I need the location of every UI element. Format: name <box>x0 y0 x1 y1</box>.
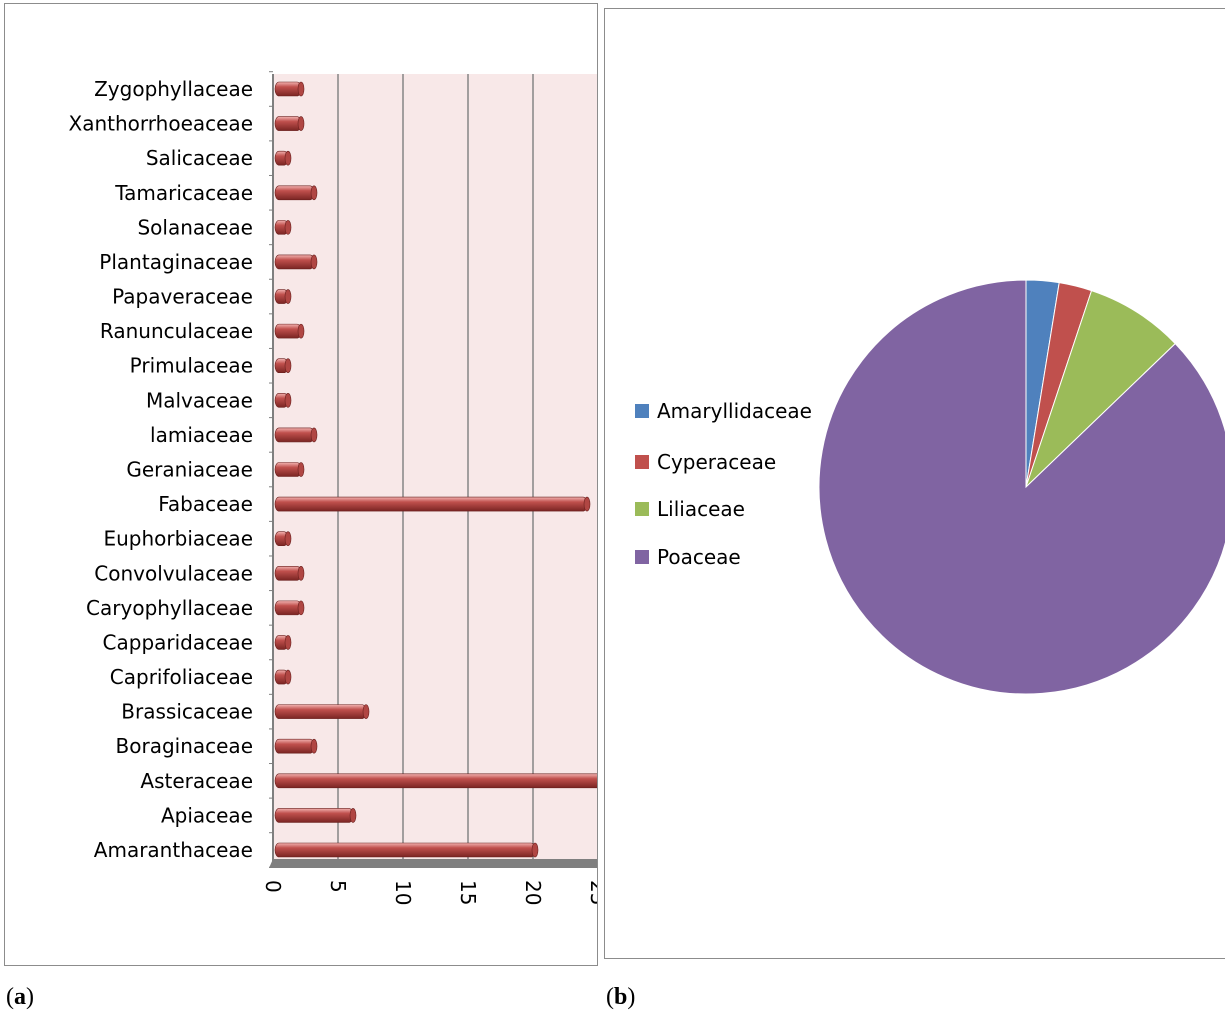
plot-area <box>273 74 597 859</box>
legend-label: Cyperaceae <box>657 450 777 474</box>
bar <box>274 600 302 616</box>
panel-b-caption: (b) <box>606 984 636 1010</box>
category-label: Salicaceae <box>146 146 253 170</box>
legend-swatch <box>635 404 649 418</box>
bar-cap <box>297 462 305 477</box>
bar-chart: Amaranthaceae Apiaceae Asteraceae Boraginac… <box>69 71 598 905</box>
bar-cap <box>531 842 539 858</box>
category-label: Caryophyllaceae <box>86 596 253 620</box>
bar <box>274 496 588 512</box>
bar <box>274 738 315 754</box>
category-label: Amaranthaceae <box>94 838 253 862</box>
bar-cap <box>349 808 357 823</box>
category-label: Euphorbiaceae <box>103 527 253 551</box>
x-tick-label: 20 <box>521 880 545 905</box>
bar-cap <box>583 496 591 512</box>
bar-cap <box>284 220 292 235</box>
legend-item: Amaryllidaceae <box>635 399 812 423</box>
bar <box>274 704 367 719</box>
bar <box>274 462 302 477</box>
category-label: Malvaceae <box>146 388 253 412</box>
bar <box>274 427 315 443</box>
category-label: Xanthorrhoeaceae <box>69 112 253 136</box>
category-label: Papaveraceae <box>112 285 253 309</box>
bar <box>274 81 302 97</box>
bar-cap <box>310 427 318 443</box>
bar <box>274 116 302 131</box>
bar-cap <box>284 289 292 304</box>
legend-label: Liliaceae <box>657 497 745 521</box>
category-label: Fabaceae <box>158 492 253 516</box>
category-label: Primulaceae <box>130 354 253 378</box>
category-label: Asteraceae <box>140 769 253 793</box>
bar-cap <box>310 185 318 201</box>
category-label: Capparidaceae <box>103 630 253 654</box>
bar <box>274 565 302 581</box>
legend-swatch <box>635 455 649 469</box>
category-label: Geraniaceae <box>126 458 253 482</box>
pie-slice <box>1025 290 1176 488</box>
category-label: Convolvulaceae <box>94 561 253 585</box>
bar-cap <box>310 738 318 754</box>
category-label: Plantaginaceae <box>99 250 253 274</box>
legend-swatch <box>635 502 649 516</box>
category-label: lamiaceae <box>150 423 253 447</box>
panel-a-caption: (a) <box>6 984 34 1010</box>
pie-chart-panel: Amaryllidaceae Cyperaceae Liliaceae Poaceae <box>604 8 1225 959</box>
bar <box>274 323 302 339</box>
bar-cap <box>284 635 292 650</box>
x-tick-label: 25 <box>586 880 598 905</box>
bar <box>274 808 354 823</box>
x-tick-label: 15 <box>456 880 480 905</box>
bar-cap <box>310 254 318 270</box>
category-label: Tamaricaceae <box>114 181 253 205</box>
pie-slice <box>818 279 1225 695</box>
bar-cap <box>297 323 305 339</box>
bar <box>274 254 315 270</box>
category-label: Ranunculaceae <box>100 319 253 343</box>
bar-chart-panel: Amaranthaceae Apiaceae Asteraceae Boraginac… <box>4 3 598 966</box>
bar-cap <box>284 150 292 166</box>
x-tick-label: 5 <box>326 880 350 893</box>
legend-label: Poaceae <box>657 545 741 569</box>
plot-floor <box>269 859 597 868</box>
category-label: Boraginaceae <box>116 734 253 758</box>
legend-label: Amaryllidaceae <box>657 399 812 423</box>
x-tick-label: 0 <box>261 880 285 893</box>
pie-chart <box>818 279 1225 695</box>
bar <box>274 842 536 858</box>
category-label: Solanaceae <box>137 215 253 239</box>
bar-cap <box>284 393 292 408</box>
category-label: Zygophyllaceae <box>94 77 253 101</box>
bar-cap <box>297 565 305 581</box>
legend-item: Cyperaceae <box>635 450 776 474</box>
category-label: Brassicaceae <box>121 700 253 724</box>
bar-cap <box>297 600 305 616</box>
x-tick-label: 10 <box>391 880 415 905</box>
legend-item: Poaceae <box>635 545 741 569</box>
bar-cap <box>284 358 292 374</box>
bar <box>274 773 597 789</box>
legend-swatch <box>635 550 649 564</box>
bar-cap <box>297 81 305 97</box>
bar-cap <box>362 704 370 719</box>
bar-cap <box>297 116 305 131</box>
legend-item: Liliaceae <box>635 497 745 521</box>
category-label: Caprifoliaceae <box>110 665 253 689</box>
bar-cap <box>284 669 292 685</box>
bar <box>274 185 315 201</box>
category-label: Apiaceae <box>161 803 253 827</box>
bar-cap <box>284 531 292 546</box>
